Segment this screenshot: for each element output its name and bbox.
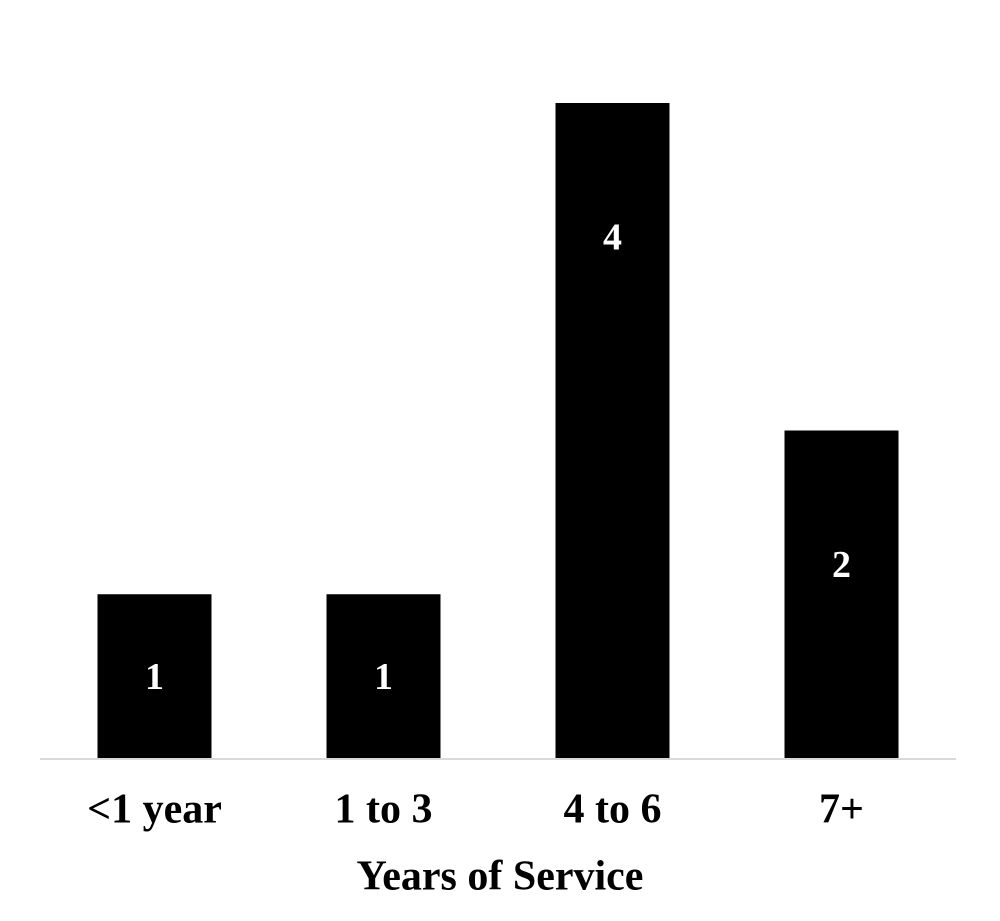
data-label-0: 1 (145, 656, 164, 698)
bar-1 (326, 594, 441, 758)
x-tick-labels: <1 year 1 to 3 4 to 6 7+ (87, 787, 864, 833)
data-label-2: 4 (603, 217, 622, 259)
bar-0 (97, 594, 212, 758)
bars-layer: 1 1 4 2 (97, 103, 899, 758)
bar-2 (555, 103, 670, 758)
data-label-1: 1 (374, 656, 393, 698)
x-tick-label-2: 4 to 6 (564, 787, 662, 833)
data-label-3: 2 (832, 544, 851, 586)
x-axis-title: Years of Service (357, 854, 644, 900)
x-tick-label-0: <1 year (87, 787, 222, 833)
x-tick-label-3: 7+ (819, 787, 864, 833)
x-tick-label-1: 1 to 3 (335, 787, 433, 833)
bar-3 (784, 430, 899, 758)
